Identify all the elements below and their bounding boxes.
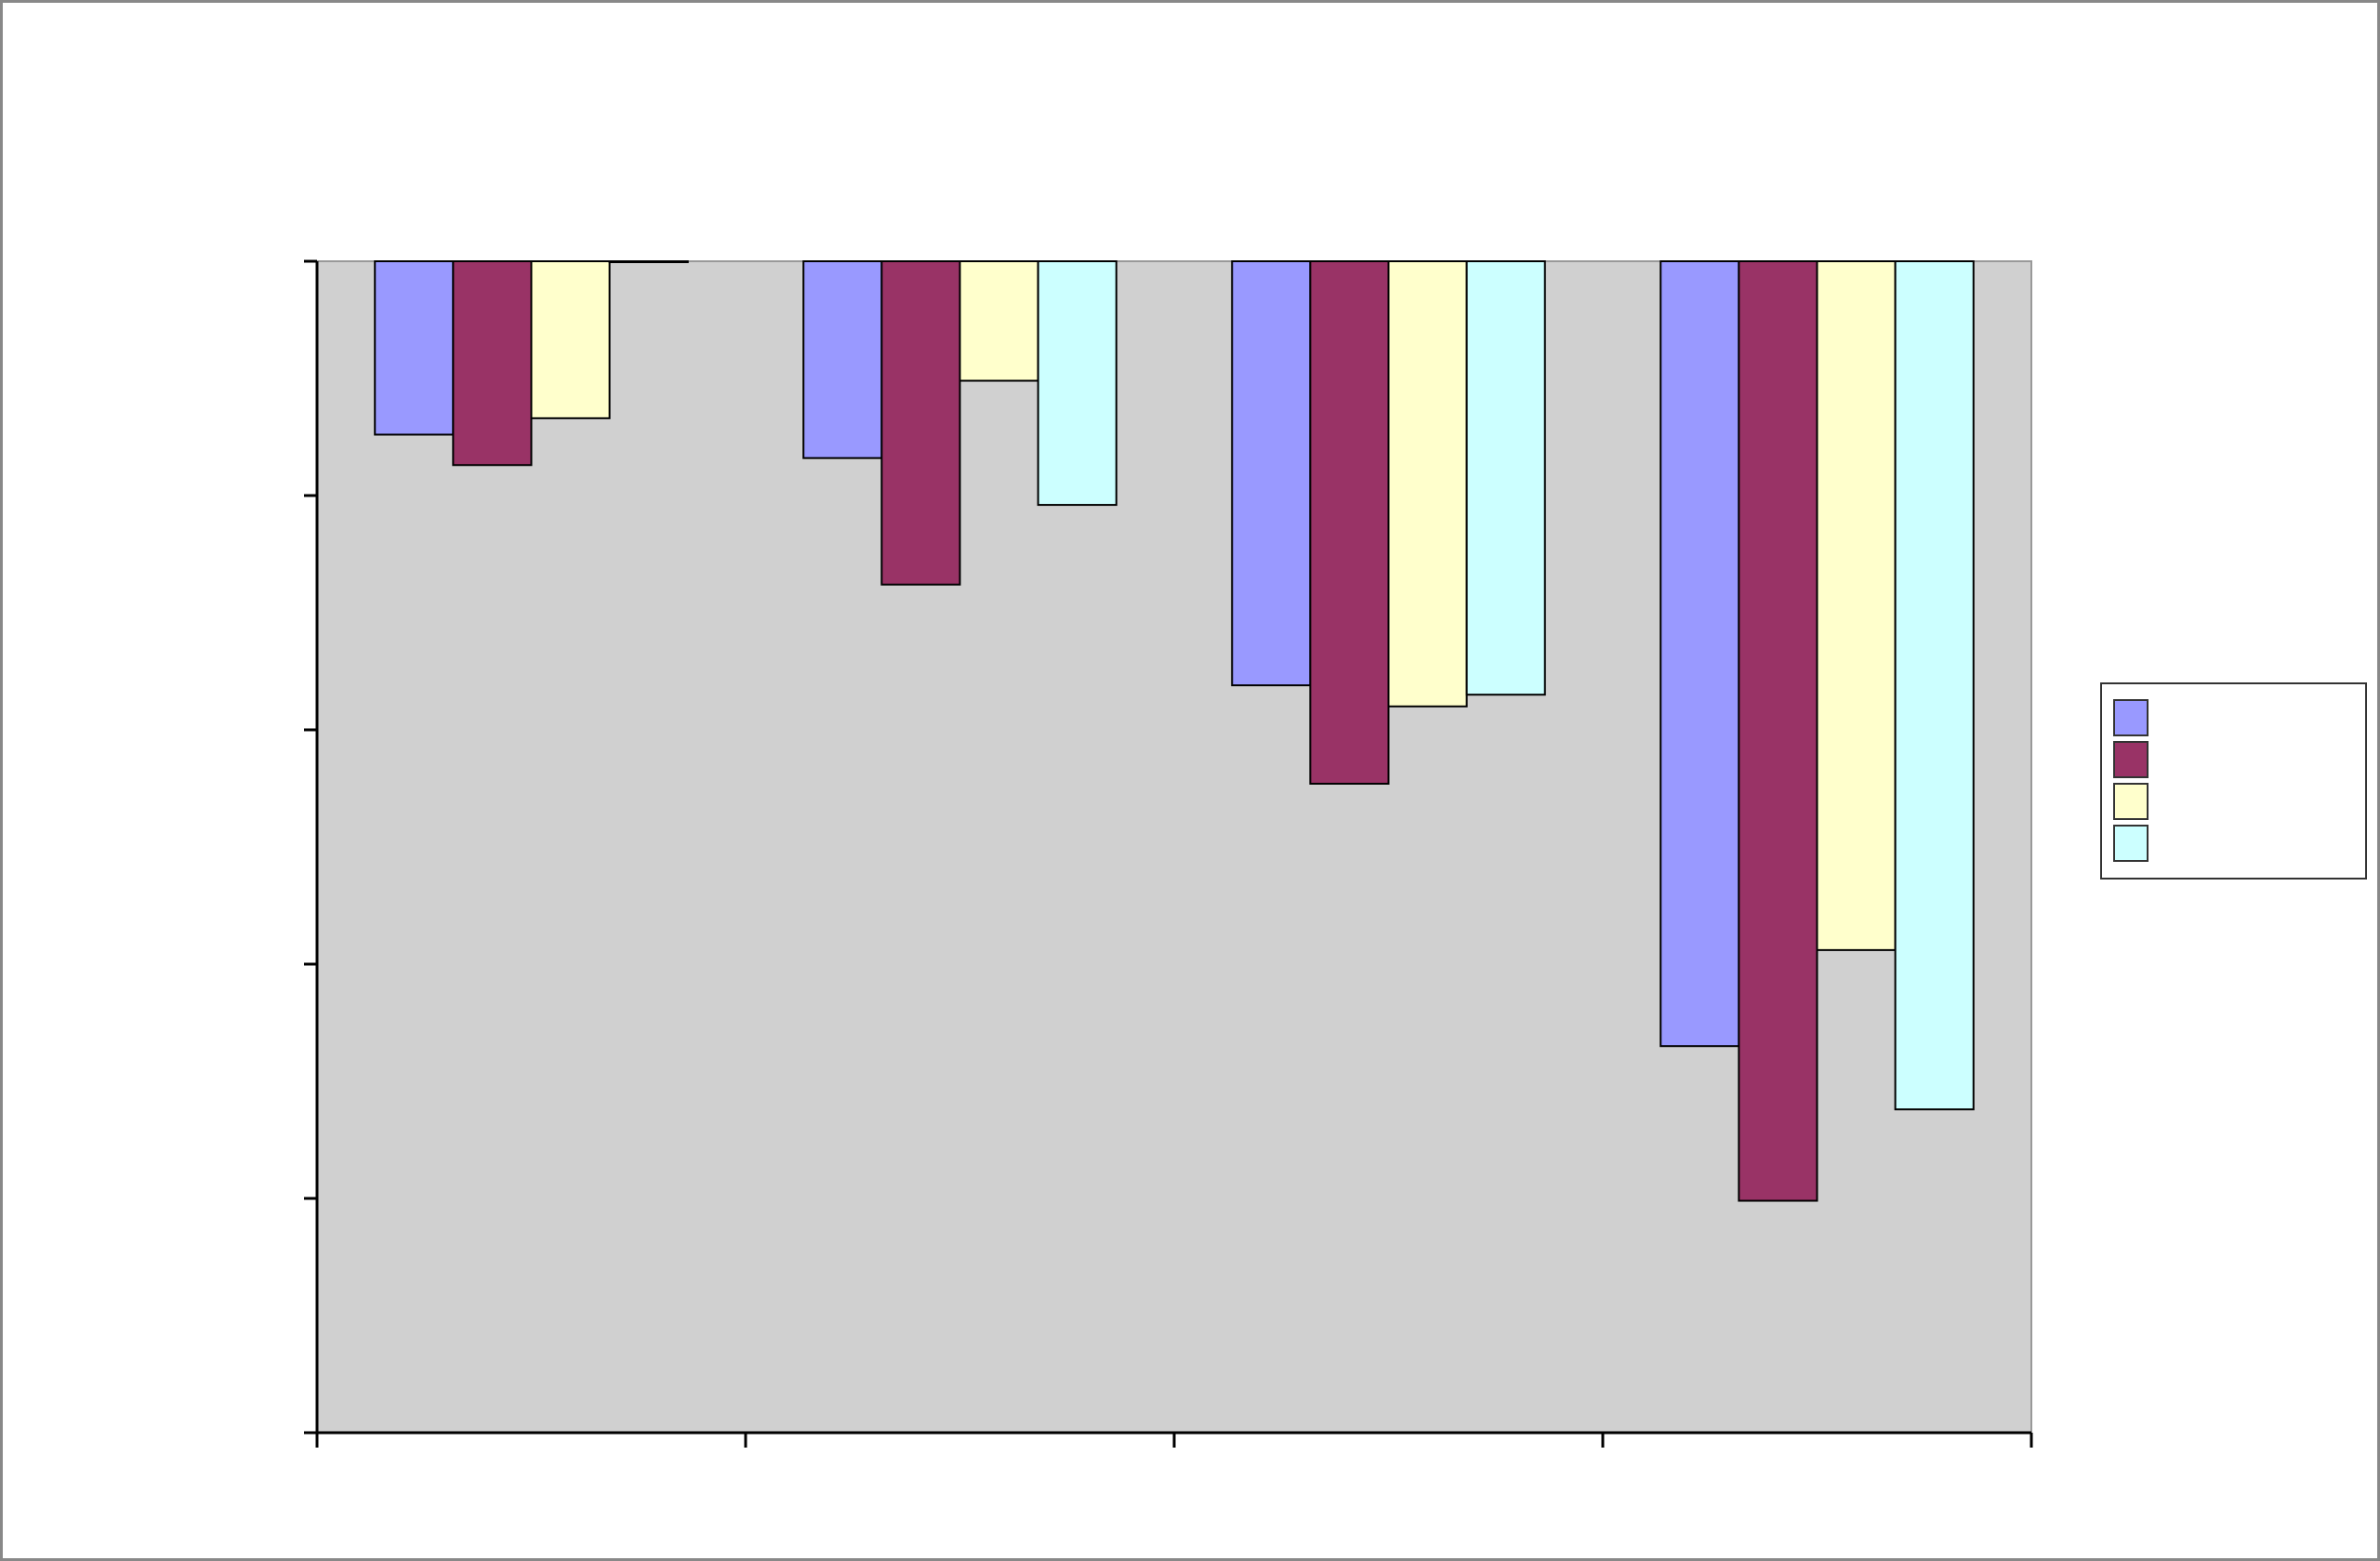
bar <box>959 260 1039 382</box>
bar <box>1037 260 1117 507</box>
bar <box>1816 260 1897 951</box>
bar <box>1894 260 1975 1111</box>
bar <box>608 260 689 263</box>
bar <box>1659 260 1740 1048</box>
legend-swatch <box>2113 825 2149 862</box>
legend-swatch <box>2113 783 2149 820</box>
bar <box>1738 260 1818 1202</box>
bar <box>1387 260 1468 708</box>
bar <box>374 260 455 436</box>
legend-swatch <box>2113 699 2149 736</box>
bar <box>1465 260 1546 696</box>
bar <box>802 260 883 459</box>
bar <box>530 260 611 419</box>
legend-swatch <box>2113 741 2149 778</box>
bar <box>1309 260 1390 785</box>
bar <box>452 260 533 467</box>
bar <box>1231 260 1312 687</box>
bar <box>880 260 961 586</box>
